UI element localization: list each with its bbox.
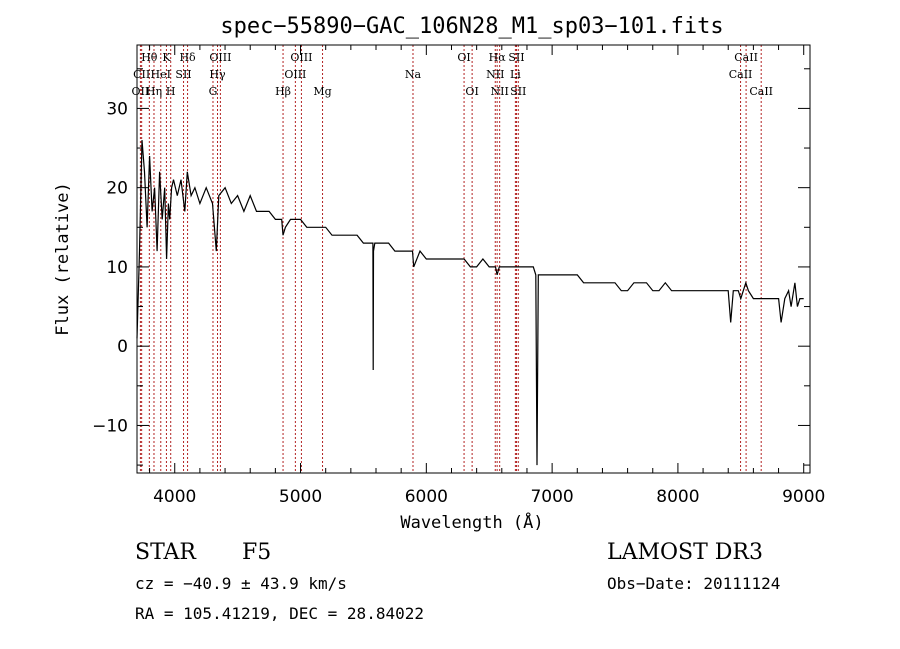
x-tick-label: 4000 (153, 487, 196, 507)
line-label: SII (508, 51, 524, 64)
y-tick-label: −10 (92, 416, 128, 436)
object-subclass: F5 (242, 540, 271, 565)
x-axis-label: Wavelength (Å) (400, 511, 543, 533)
line-label: NII (491, 85, 509, 98)
spectral-line-markers (139, 45, 762, 473)
line-label: Hγ (209, 68, 226, 81)
line-label: Mg (313, 85, 331, 98)
line-label: SII (510, 85, 526, 98)
x-axis-ticks: 4000 5000 6000 7000 8000 9000 (149, 45, 825, 507)
y-tick-label: 10 (106, 258, 128, 278)
line-label: OI (457, 51, 470, 64)
line-label: OI (465, 85, 478, 98)
line-label: NII (486, 68, 504, 81)
y-tick-label: 30 (106, 99, 128, 119)
spectrum-series-line (136, 140, 804, 466)
line-label: CaII (729, 68, 753, 81)
object-class: STAR (135, 540, 197, 565)
line-label: HeI (151, 68, 171, 81)
line-label: Hη (146, 85, 162, 98)
line-label: Hδ (179, 51, 196, 64)
line-label: OIII (284, 68, 306, 81)
line-label: G (209, 85, 218, 98)
line-label: OIII (290, 51, 312, 64)
y-axis-ticks: −10 0 10 20 30 (92, 68, 810, 466)
line-label: Hα (489, 51, 507, 64)
x-tick-label: 6000 (405, 487, 448, 507)
line-label: CaII (749, 85, 773, 98)
y-tick-label: 0 (117, 337, 128, 357)
spectral-line-labels: Hθ CII OII K Hη HeI H SII Hδ OIII Hγ G OIII OIII Hβ Mg N… (132, 51, 773, 98)
line-label: CaII (734, 51, 758, 64)
y-axis-label: Flux (relative) (53, 182, 73, 336)
x-tick-label: 8000 (656, 487, 699, 507)
sky-coordinates: RA = 105.41219, DEC = 28.84022 (135, 604, 424, 623)
line-label: Hθ (141, 51, 158, 64)
line-label: Li (510, 68, 521, 81)
line-label: K (162, 51, 171, 64)
y-tick-label: 20 (106, 179, 128, 199)
x-tick-label: 5000 (279, 487, 322, 507)
line-label: OII (132, 85, 150, 98)
redshift-velocity: cz = −40.9 ± 43.9 km/s (135, 574, 347, 593)
x-tick-label: 9000 (782, 487, 825, 507)
line-label: H (166, 85, 176, 98)
observation-date: Obs−Date: 20111124 (607, 574, 780, 593)
line-label: CII (133, 68, 150, 81)
line-label: OIII (209, 51, 231, 64)
chart-title: spec−55890−GAC_106N28_M1_sp03−101.fits (220, 14, 723, 39)
line-label: Hβ (275, 85, 291, 98)
line-label: SII (175, 68, 191, 81)
line-label: Na (405, 68, 422, 81)
x-tick-label: 7000 (530, 487, 573, 507)
survey-name: LAMOST DR3 (607, 540, 763, 565)
plot-frame (136, 44, 811, 474)
